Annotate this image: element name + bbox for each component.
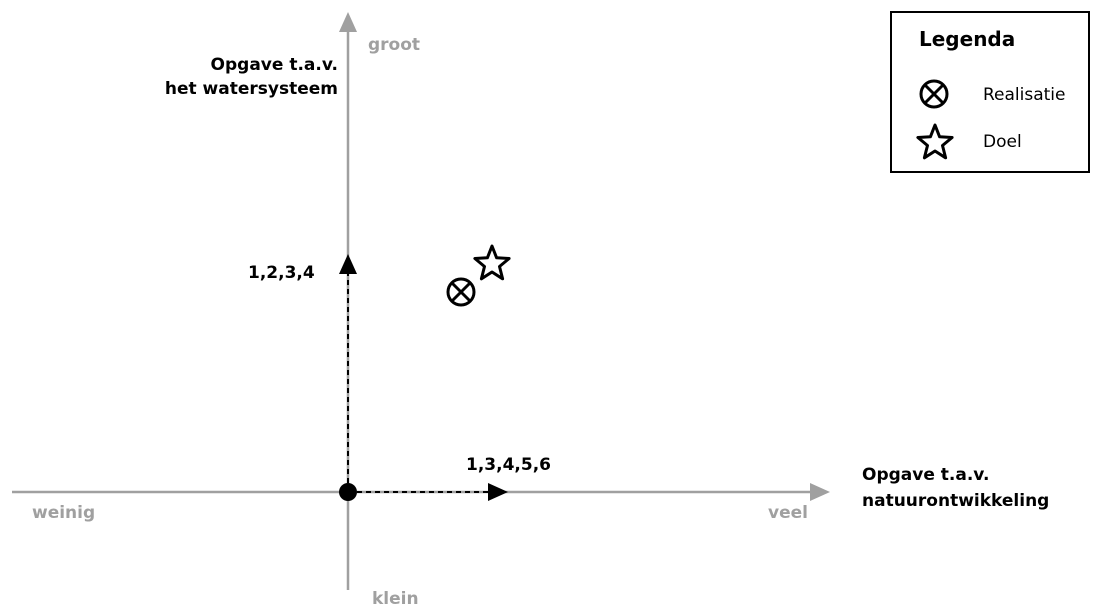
vertical-vector-arrowhead [339,254,357,274]
x-axis-title-line1: Opgave t.a.v. [862,465,989,485]
doel-marker [473,244,511,281]
y-axis-top-label: groot [368,35,420,55]
legend-title: Legenda [919,27,1015,51]
y-axis-bottom-label: klein [372,589,419,608]
legend-item-realisatie: Realisatie [983,85,1066,105]
legend-circle-x-icon [919,79,949,109]
legend: Legenda Realisatie Doel [890,11,1090,173]
x-axis-arrowhead [810,483,830,501]
realisatie-marker [446,277,476,307]
legend-star-icon [916,123,954,160]
circle-x-icon [446,277,476,307]
star-icon [473,244,511,281]
y-axis-title-line1: Opgave t.a.v. [211,55,338,75]
vectors [339,254,508,501]
legend-item-doel: Doel [983,132,1022,152]
circle-x-stroke-2 [450,281,472,303]
axes [12,12,830,590]
legend-box [890,11,1090,173]
x-axis-right-label: veel [768,503,808,523]
origin-dot [339,483,357,501]
vertical-vector-label: 1,2,3,4 [248,263,315,283]
x-axis-left-label: weinig [32,503,95,523]
horizontal-vector-arrowhead [488,483,508,501]
horizontal-vector-label: 1,3,4,5,6 [466,455,551,475]
y-axis-title-line2: het watersysteem [165,79,338,99]
legend-circle-x-stroke-2 [923,83,945,105]
y-axis-arrowhead [339,12,357,32]
x-axis-title-line2: natuurontwikkeling [862,491,1049,511]
